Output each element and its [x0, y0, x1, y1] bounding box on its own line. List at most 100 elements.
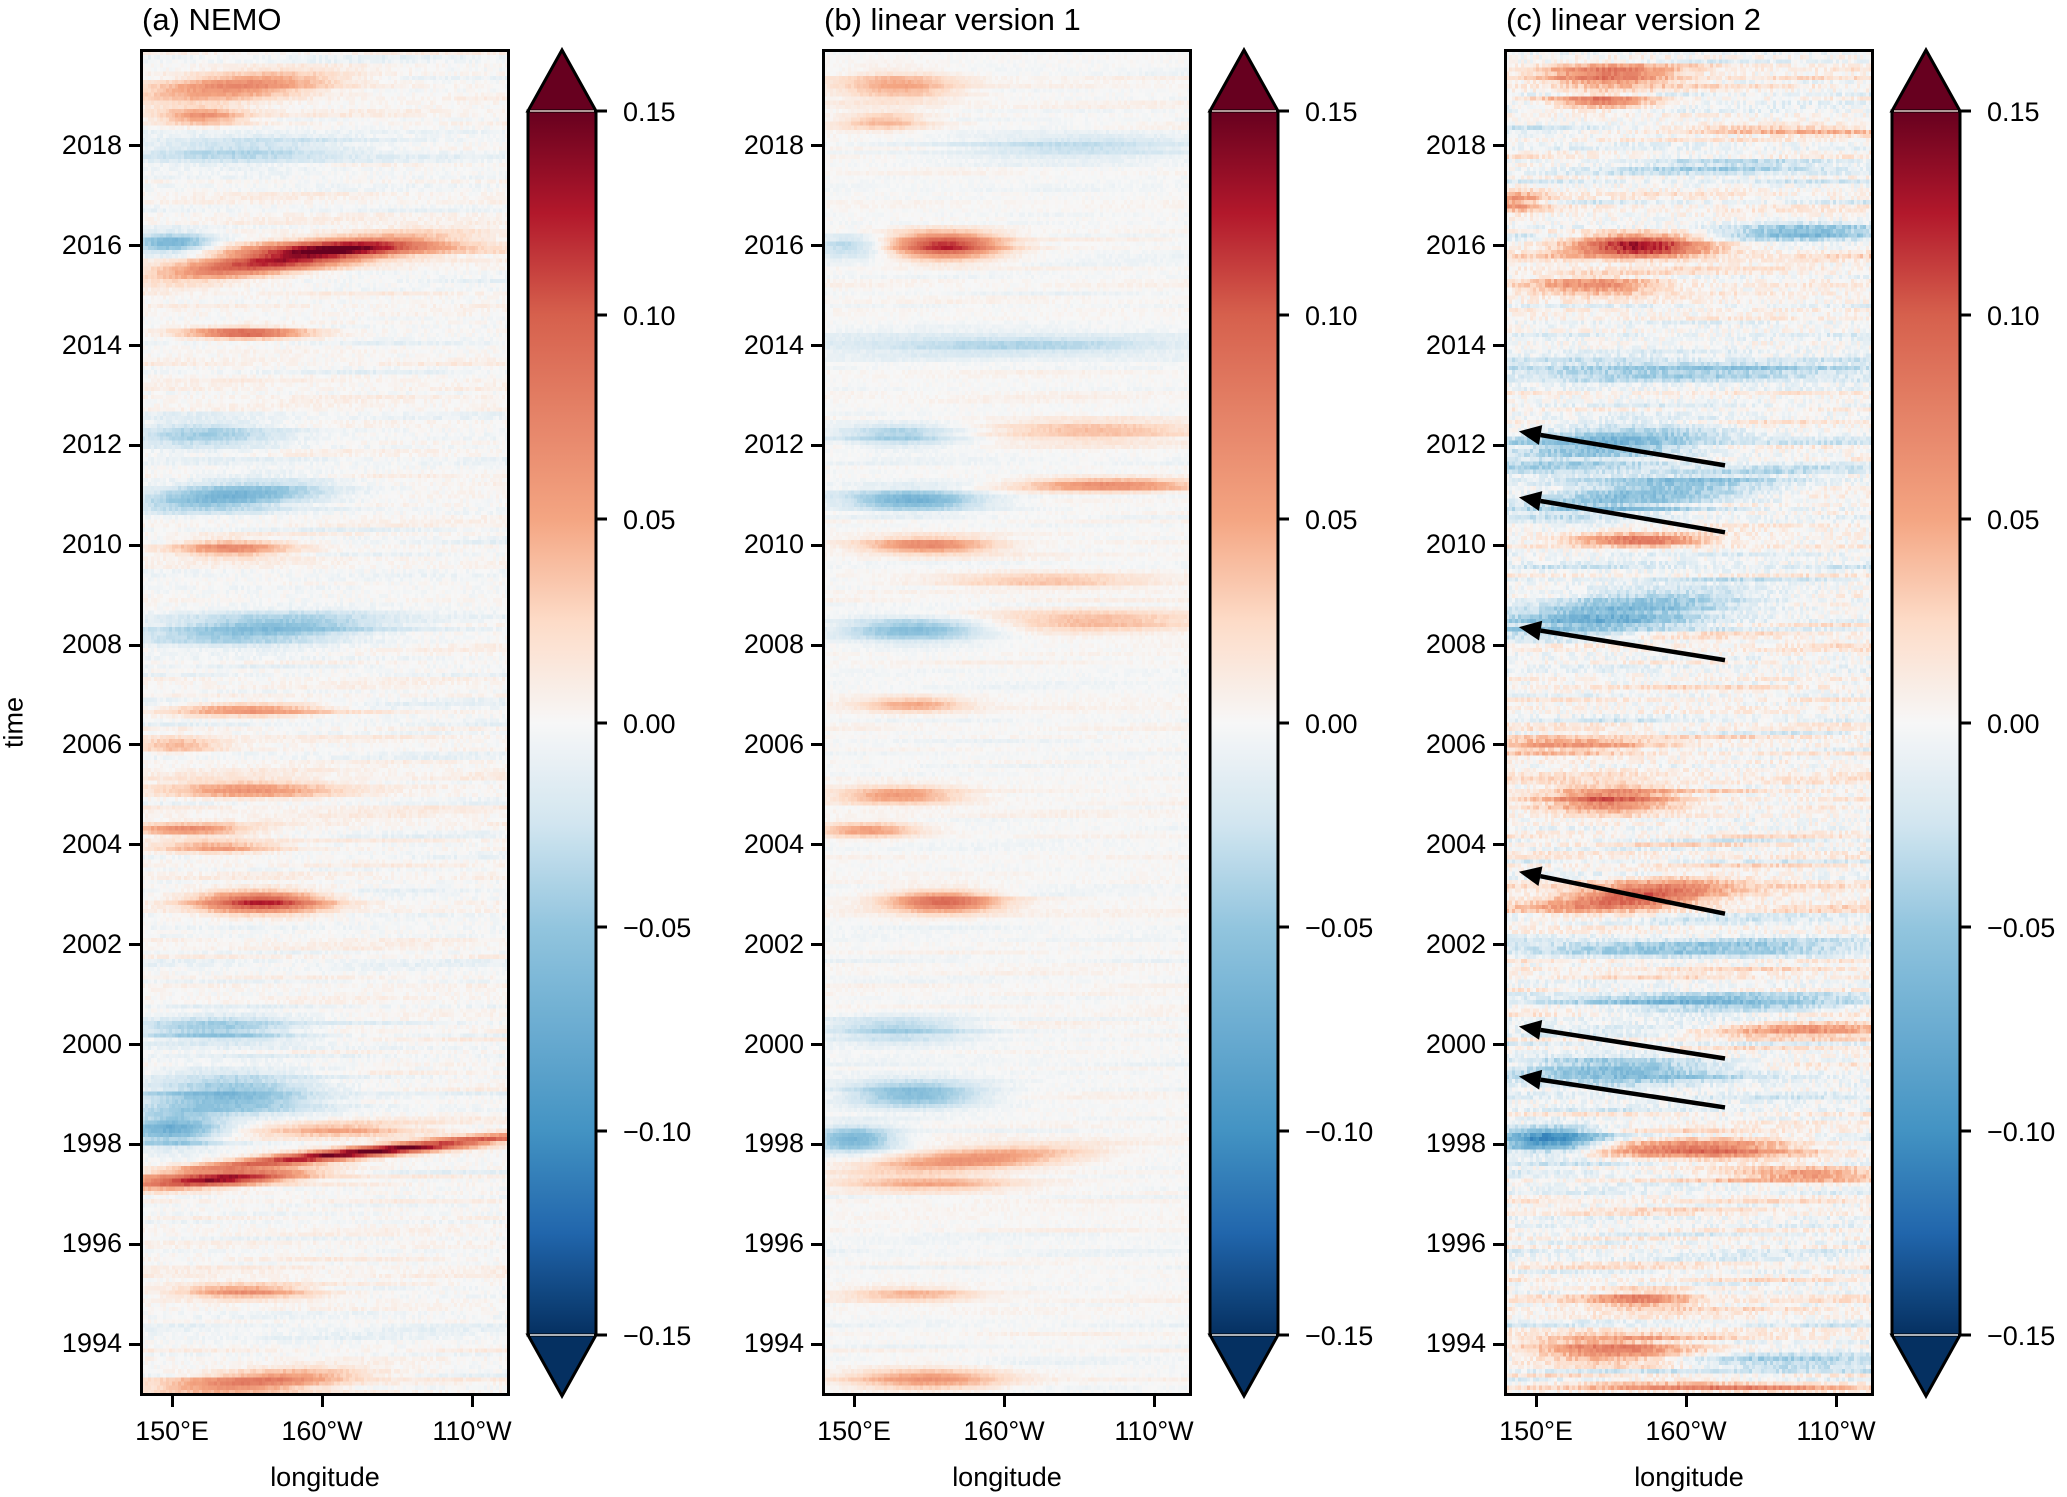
y-tick-label: 2002: [1425, 928, 1486, 959]
annotation-arrow: [1518, 866, 1726, 916]
y-tick: [1493, 843, 1504, 847]
y-tick: [129, 643, 140, 647]
panel-title: (b) linear version 1: [824, 2, 1081, 37]
colorbar-tick-label: −0.10: [623, 1117, 691, 1147]
annotation-arrow: [1518, 425, 1726, 468]
colorbar-tick-label: 0.15: [1987, 97, 2040, 127]
x-tick: [852, 1396, 856, 1407]
y-tick-label: 2012: [1425, 429, 1486, 460]
y-tick: [811, 543, 822, 547]
colorbar-body: [1208, 109, 1280, 1337]
y-tick: [811, 1242, 822, 1246]
y-tick-label: 1998: [743, 1128, 804, 1159]
y-tick-label: 2010: [1425, 529, 1486, 560]
x-tick: [1152, 1396, 1156, 1407]
y-tick-label: 2006: [1425, 728, 1486, 759]
x-tick: [1534, 1396, 1538, 1407]
y-tick: [1493, 943, 1504, 947]
y-tick: [1493, 1142, 1504, 1146]
colorbar-tick-label: 0.00: [1987, 709, 2040, 739]
y-tick-label: 2000: [1425, 1028, 1486, 1059]
colorbar-tick-label: 0.05: [623, 505, 676, 535]
x-tick: [1684, 1396, 1688, 1407]
y-tick: [129, 743, 140, 747]
arrow-head: [1518, 620, 1543, 641]
annotation-arrow: [1518, 491, 1726, 535]
heatmap: [824, 51, 1190, 1394]
y-tick: [129, 144, 140, 148]
y-tick-label: 1994: [743, 1328, 804, 1359]
x-tick-label: 110°W: [1114, 1416, 1194, 1446]
x-tick-label: 110°W: [432, 1416, 512, 1446]
y-tick-label: 1994: [61, 1328, 122, 1359]
y-tick: [129, 244, 140, 248]
annotation-arrow: [1518, 1020, 1726, 1061]
y-tick-label: 2004: [1425, 828, 1486, 859]
colorbar-tick-label: −0.10: [1987, 1117, 2055, 1147]
y-tick: [129, 943, 140, 947]
y-tick: [811, 1043, 822, 1047]
y-tick-label: 2014: [61, 329, 122, 360]
y-tick-label: 1994: [1425, 1328, 1486, 1359]
annotation-arrow: [1518, 1069, 1726, 1110]
arrow-head: [1518, 425, 1543, 445]
colorbar-tick-label: 0.10: [1987, 301, 2040, 331]
arrow-shaft: [1540, 873, 1726, 916]
colorbar-tick-label: 0.05: [1305, 505, 1358, 535]
y-tick: [1493, 1242, 1504, 1246]
y-tick: [129, 1142, 140, 1146]
colorbar-extend-min: [1889, 1333, 1963, 1400]
y-tick-label: 2016: [1425, 229, 1486, 260]
y-tick-label: 2012: [61, 429, 122, 460]
arrow-shaft: [1540, 1077, 1726, 1110]
y-tick: [1493, 1043, 1504, 1047]
y-tick-label: 2002: [61, 928, 122, 959]
colorbar-body: [1890, 109, 1962, 1337]
y-tick-label: 2014: [743, 329, 804, 360]
colorbar-tick-label: 0.00: [623, 709, 676, 739]
y-tick-label: 2000: [61, 1028, 122, 1059]
y-tick-label: 1996: [61, 1228, 122, 1259]
arrow-head: [1518, 1069, 1543, 1090]
y-tick: [811, 1342, 822, 1346]
y-tick: [129, 1043, 140, 1047]
y-tick-label: 1998: [1425, 1128, 1486, 1159]
y-tick-label: 2008: [61, 629, 122, 660]
y-tick-label: 2004: [61, 828, 122, 859]
y-tick: [811, 843, 822, 847]
x-axis-label: longitude: [1634, 1462, 1744, 1492]
y-tick-label: 1996: [743, 1228, 804, 1259]
y-tick-label: 2018: [1425, 129, 1486, 160]
y-tick: [1493, 543, 1504, 547]
heatmap: [1506, 51, 1872, 1394]
y-tick-label: 1996: [1425, 1228, 1486, 1259]
colorbar-tick-label: 0.05: [1987, 505, 2040, 535]
x-tick: [470, 1396, 474, 1407]
y-tick-label: 2014: [1425, 329, 1486, 360]
arrow-shaft: [1540, 498, 1726, 535]
colorbar-tick-label: 0.10: [1305, 301, 1358, 331]
y-tick: [811, 443, 822, 447]
y-tick-label: 2018: [743, 129, 804, 160]
y-tick: [129, 443, 140, 447]
y-tick: [811, 743, 822, 747]
y-tick: [811, 344, 822, 348]
y-tick: [1493, 344, 1504, 348]
colorbar-extend-max: [1889, 46, 1963, 113]
y-tick: [1493, 443, 1504, 447]
y-tick-label: 2008: [1425, 629, 1486, 660]
x-axis-label: longitude: [952, 1462, 1062, 1492]
y-tick-label: 2000: [743, 1028, 804, 1059]
colorbar-tick-label: 0.00: [1305, 709, 1358, 739]
y-tick-label: 2004: [743, 828, 804, 859]
y-tick-label: 2010: [61, 529, 122, 560]
heatmap: [142, 51, 508, 1394]
x-tick: [1002, 1396, 1006, 1407]
x-tick-label: 160°W: [281, 1416, 363, 1446]
y-tick: [1493, 1342, 1504, 1346]
x-tick-label: 160°W: [963, 1416, 1045, 1446]
y-tick: [1493, 144, 1504, 148]
